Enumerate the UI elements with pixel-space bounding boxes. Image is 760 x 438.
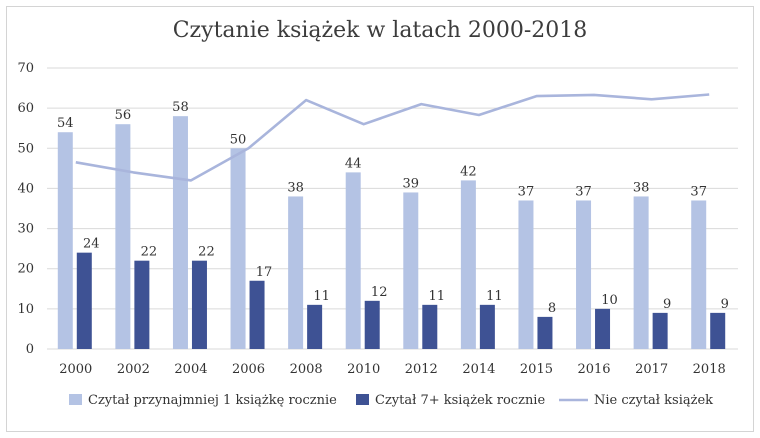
data-label-read-1-book: 56 (115, 108, 132, 123)
bar-read-7-books (364, 300, 380, 349)
bar-read-1-book (345, 172, 361, 349)
data-label-read-7-books: 9 (721, 297, 729, 312)
data-label-read-1-book: 38 (633, 180, 650, 195)
bar-read-1-book (576, 200, 592, 349)
bar-read-1-book (288, 196, 304, 349)
legend-label-read-7-books: Czytał 7+ książek rocznie (375, 393, 545, 408)
bar-read-7-books (422, 304, 438, 349)
y-tick-label: 0 (26, 342, 34, 357)
bar-read-7-books (134, 260, 150, 349)
data-label-read-1-book: 39 (403, 176, 420, 191)
data-label-read-7-books: 11 (486, 289, 503, 304)
y-tick-label: 50 (17, 141, 34, 156)
data-label-read-7-books: 10 (601, 293, 618, 308)
y-tick-label: 20 (17, 262, 34, 277)
bar-read-7-books (479, 304, 495, 349)
data-label-read-1-book: 37 (575, 184, 592, 199)
x-tick-label: 2014 (462, 362, 495, 377)
data-label-read-7-books: 22 (141, 245, 158, 260)
data-label-read-7-books: 11 (429, 289, 446, 304)
data-label-read-1-book: 44 (345, 156, 362, 171)
bar-read-7-books (191, 260, 207, 349)
x-tick-label: 2006 (232, 362, 265, 377)
legend-swatch-read-7-books (356, 394, 369, 405)
bar-read-7-books (307, 304, 323, 349)
bar-read-7-books (652, 312, 668, 349)
y-tick-label: 70 (17, 61, 34, 76)
bar-read-1-book (115, 124, 131, 349)
chart-title: Czytanie książek w latach 2000-2018 (172, 18, 588, 43)
data-label-read-1-book: 42 (460, 164, 477, 179)
data-label-read-7-books: 11 (313, 289, 330, 304)
data-label-read-7-books: 24 (83, 237, 100, 252)
y-tick-label: 60 (17, 101, 34, 116)
data-label-read-7-books: 8 (548, 301, 556, 316)
bar-read-7-books (76, 252, 92, 349)
data-label-read-7-books: 12 (371, 285, 388, 300)
data-label-read-7-books: 9 (663, 297, 671, 312)
legend-label-not-reading: Nie czytał książek (594, 393, 713, 408)
line-not-reading (75, 93, 710, 182)
x-tick-label: 2000 (59, 362, 92, 377)
x-tick-label: 2008 (290, 362, 323, 377)
data-label-read-1-book: 54 (57, 116, 74, 131)
y-tick-label: 10 (17, 302, 34, 317)
data-label-read-1-book: 58 (172, 100, 189, 115)
x-tick-label: 2016 (577, 362, 610, 377)
x-tick-label: 2012 (405, 362, 438, 377)
bar-read-1-book (172, 116, 188, 350)
data-label-read-1-book: 50 (230, 132, 247, 147)
bar-read-7-books (710, 312, 726, 349)
legend-label-read-1-book: Czytał przynajmniej 1 książkę rocznie (88, 393, 337, 408)
y-tick-label: 40 (17, 181, 34, 196)
bar-read-1-book (403, 192, 419, 349)
bar-read-1-book (633, 196, 649, 349)
bar-read-1-book (518, 200, 534, 349)
x-tick-label: 2015 (520, 362, 553, 377)
bar-read-1-book (57, 132, 73, 349)
data-label-read-1-book: 38 (287, 180, 304, 195)
x-tick-label: 2018 (693, 362, 726, 377)
data-label-read-7-books: 22 (198, 245, 215, 260)
x-tick-label: 2017 (635, 362, 668, 377)
legend-swatch-read-1-book (69, 394, 82, 405)
bar-read-1-book (460, 180, 476, 349)
bar-read-1-book (691, 200, 707, 349)
bar-read-1-book (230, 148, 246, 349)
x-tick-label: 2010 (347, 362, 380, 377)
data-label-read-1-book: 37 (518, 184, 535, 199)
x-tick-label: 2004 (174, 362, 207, 377)
bar-read-7-books (537, 316, 553, 349)
data-label-read-7-books: 17 (256, 265, 273, 280)
x-tick-label: 2002 (117, 362, 150, 377)
data-label-read-1-book: 37 (690, 184, 707, 199)
chart-frame (6, 6, 754, 432)
bar-read-7-books (249, 280, 265, 349)
y-tick-label: 30 (17, 222, 34, 237)
bar-read-7-books (595, 308, 611, 349)
